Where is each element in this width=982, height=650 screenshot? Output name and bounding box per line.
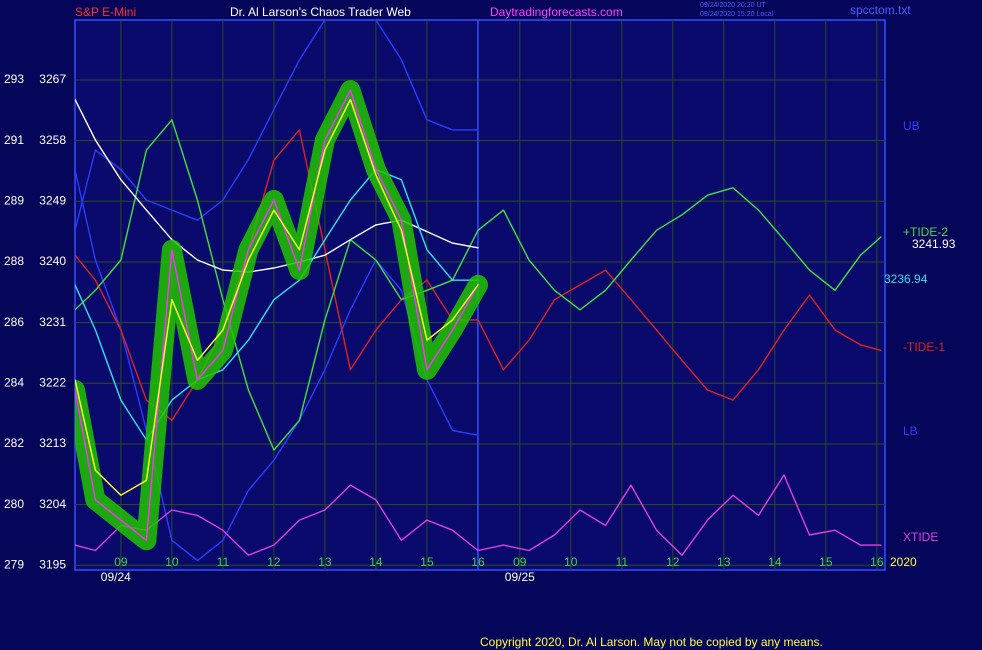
- x-tick-label: 15: [420, 555, 434, 569]
- series-line: [75, 89, 479, 541]
- x-tick-label: 14: [768, 555, 782, 569]
- copyright: Copyright 2020, Dr. Al Larson. May not b…: [480, 635, 823, 649]
- site-title: Dr. Al Larson's Chaos Trader Web: [230, 5, 411, 19]
- stamp: 09/24/2020 15:20 Local: [700, 11, 774, 18]
- y2-tick-label: 293: [4, 72, 24, 86]
- y-tick-label: 3222: [39, 375, 66, 389]
- y2-tick-label: 288: [4, 254, 24, 268]
- x-tick-label: 13: [318, 555, 332, 569]
- x-tick-label: 15: [819, 555, 833, 569]
- date-label: 09/24: [101, 570, 131, 584]
- y2-tick-label: 280: [4, 497, 24, 511]
- x-tick-label: 09: [513, 555, 527, 569]
- x-tick-label: 12: [666, 555, 680, 569]
- year: 2020: [890, 555, 917, 569]
- y2-tick-label: 279: [4, 557, 24, 571]
- y-tick-label: 3267: [39, 72, 66, 86]
- y-tick-label: 3231: [39, 315, 66, 329]
- legend-label: UB: [903, 119, 920, 133]
- series-line: [75, 168, 479, 441]
- series-line: [75, 98, 479, 496]
- x-tick-label: 13: [717, 555, 731, 569]
- y2-tick-label: 284: [4, 375, 24, 389]
- series-line: [75, 474, 882, 556]
- x-tick-label: 11: [616, 555, 629, 569]
- legend-label: +TIDE-2: [903, 225, 948, 239]
- y-tick-label: 3249: [39, 193, 66, 207]
- y2-tick-label: 289: [4, 193, 24, 207]
- y-tick-label: 3204: [39, 497, 66, 511]
- y2-tick-label: 286: [4, 315, 24, 329]
- stamp: 09/24/2020 20:20 UT: [700, 2, 766, 9]
- series-line: [75, 119, 882, 451]
- y2-tick-label: 291: [4, 133, 24, 147]
- x-tick-label: 14: [369, 555, 383, 569]
- y-tick-label: 3213: [39, 436, 66, 450]
- x-tick-label: 11: [217, 555, 230, 569]
- series-line: [75, 20, 479, 231]
- symbol: S&P E-Mini: [75, 5, 136, 19]
- legend-label: XTIDE: [903, 530, 938, 544]
- file-name: spcctom.txt: [850, 3, 911, 17]
- last-value-label: 3236.94: [884, 272, 928, 286]
- x-tick-label: 12: [267, 555, 281, 569]
- x-tick-label: 10: [165, 555, 179, 569]
- grid: [75, 20, 885, 570]
- legend-label: LB: [903, 424, 918, 438]
- x-tick-label: 09: [114, 555, 128, 569]
- x-tick-label: 16: [870, 555, 884, 569]
- y-tick-label: 3240: [39, 254, 66, 268]
- last-value-label: 3241.93: [912, 237, 956, 251]
- date-label: 09/25: [505, 570, 535, 584]
- y-tick-label: 3258: [39, 133, 66, 147]
- series-group: [75, 20, 882, 562]
- y2-tick-label: 282: [4, 436, 24, 450]
- y-tick-label: 3195: [39, 557, 66, 571]
- legend-label: -TIDE-1: [903, 340, 945, 354]
- x-tick-label: 10: [564, 555, 578, 569]
- url: Daytradingforecasts.com: [490, 5, 623, 19]
